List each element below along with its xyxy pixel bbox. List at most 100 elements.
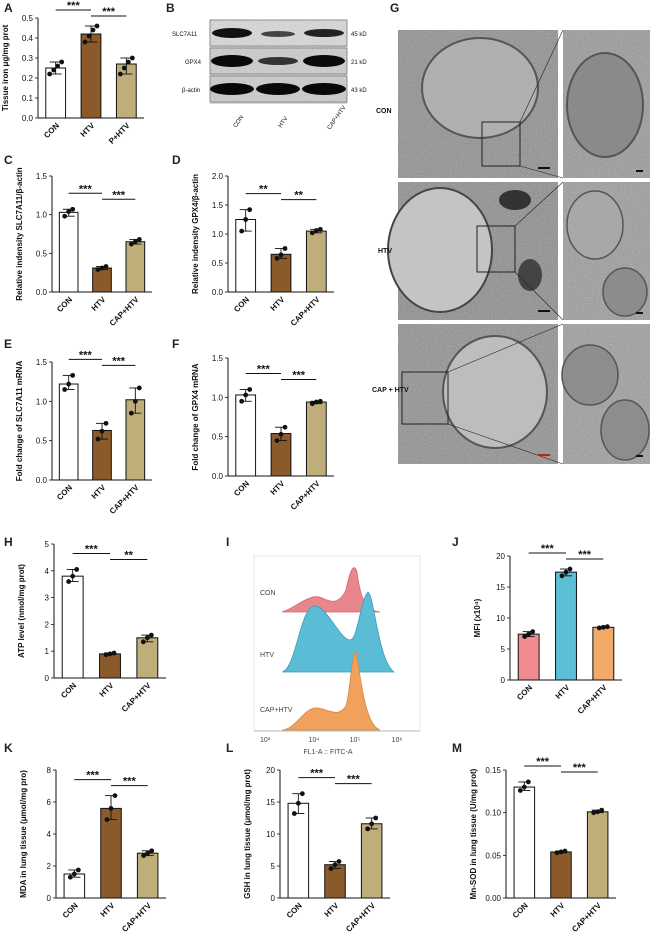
em-mitochondrion (561, 344, 619, 406)
significance-label: *** (578, 549, 592, 561)
data-point (66, 381, 72, 387)
y-tick-label: 0.0 (212, 288, 224, 297)
category-label: HTV (269, 479, 287, 497)
y-tick-label: 0.5 (212, 259, 224, 268)
data-point (74, 567, 80, 572)
panel-label-g: G (390, 1, 399, 15)
blot-protein-label: β-actin (182, 88, 200, 94)
significance-label: *** (67, 0, 81, 12)
data-point (140, 639, 146, 645)
data-point (67, 874, 73, 880)
panel-label-e: E (4, 337, 12, 351)
bar (517, 633, 540, 681)
data-point (599, 807, 605, 813)
chart-f: 0.0 0.5 1.0 1.5 Fold change of GPX4 mRNA CON H… (191, 354, 334, 512)
data-point (332, 862, 338, 868)
category-label: CON (511, 901, 530, 920)
category-label: CON (232, 295, 251, 314)
data-point (70, 372, 76, 378)
y-tick-label: 0.1 (22, 94, 34, 103)
flow-x-label: FL1-A :: FITC-A (303, 749, 352, 756)
data-point (239, 398, 245, 404)
data-point (103, 420, 109, 426)
significance-label: *** (79, 183, 93, 195)
category-label: CON (42, 121, 61, 140)
y-tick-label: 1.0 (36, 397, 48, 406)
data-point (309, 230, 315, 236)
data-point (95, 436, 101, 442)
flow-tick-label: 10⁶ (392, 737, 403, 744)
data-point (373, 815, 379, 821)
y-tick-label: 0.5 (36, 249, 48, 258)
significance-label: *** (112, 355, 126, 367)
y-tick-label: 5 (45, 540, 50, 549)
data-point (295, 800, 301, 806)
flow-sample-label: HTV (260, 652, 274, 659)
scale-bar (538, 310, 550, 312)
bar (80, 33, 102, 119)
data-point (112, 793, 118, 798)
data-point (47, 71, 53, 77)
data-point (66, 579, 72, 584)
histogram-htv (281, 591, 396, 673)
bar (100, 807, 122, 899)
data-point (95, 267, 101, 272)
category-label: HTV (90, 295, 108, 313)
band-actin-con (210, 83, 254, 95)
data-point (132, 398, 138, 404)
data-point (278, 252, 284, 258)
y-axis-label: MFI (x10⁴) (473, 598, 482, 637)
data-point (554, 850, 560, 856)
data-point (70, 206, 76, 212)
category-label: CON (232, 479, 251, 498)
histogram-con (281, 567, 381, 613)
chart-d: 0.0 0.5 1.0 1.5 2.0 Relative indensity GPX4/β… (191, 172, 334, 328)
y-tick-label: 1.5 (36, 358, 48, 367)
category-label: CAP+HTV (120, 681, 153, 714)
y-tick-label: 4 (45, 567, 50, 576)
y-axis-label: Relative indensity SLC7A11/β-actin (15, 167, 24, 300)
panel-label-m: M (452, 741, 462, 755)
significance-label: *** (102, 6, 116, 18)
data-point (591, 810, 597, 816)
bar (555, 571, 577, 681)
data-point (600, 624, 606, 630)
data-point (604, 624, 610, 630)
bar (305, 230, 327, 293)
data-point (522, 634, 528, 639)
scale-bar (636, 170, 643, 172)
data-point (247, 207, 253, 213)
blot-lane-label: HTV (278, 116, 290, 129)
em-row-label: HTV (378, 248, 392, 255)
bar (99, 653, 121, 679)
data-point (136, 385, 142, 391)
em-damaged-mitochondrion (499, 190, 531, 210)
data-point (278, 431, 284, 437)
data-point (70, 573, 76, 579)
data-point (108, 806, 114, 811)
western-blot: SLC7A11 GPX4 β-actin 45 kD 21 kD 43 kD C… (172, 19, 367, 131)
em-zoom-box (476, 225, 516, 273)
data-point (313, 399, 319, 405)
data-point (99, 265, 105, 271)
band-slc7a11-htv (261, 31, 295, 37)
em-mitochondrion (566, 190, 624, 260)
y-tick-label: 0.15 (485, 766, 501, 775)
data-point (562, 848, 568, 854)
y-tick-label: 0.0 (36, 288, 48, 297)
y-tick-label: 2.0 (212, 172, 224, 181)
flow-tick-label: 10³ (260, 737, 271, 744)
data-point (62, 387, 68, 392)
data-point (558, 849, 564, 855)
y-axis-label: Tissue iron μg/mg prot (1, 24, 10, 111)
category-label: HTV (269, 295, 287, 313)
category-label: CAP+HTV (570, 901, 603, 934)
y-tick-label: 0.4 (22, 34, 34, 43)
y-tick-label: 0.0 (36, 476, 48, 485)
category-label: CON (61, 901, 80, 920)
bar (324, 864, 346, 899)
category-label: CON (55, 295, 74, 314)
data-point (563, 569, 569, 575)
chart-a: 0.0 0.1 0.2 0.3 0.4 0.5 Tissue iron μg/mg prot… (1, 0, 144, 146)
